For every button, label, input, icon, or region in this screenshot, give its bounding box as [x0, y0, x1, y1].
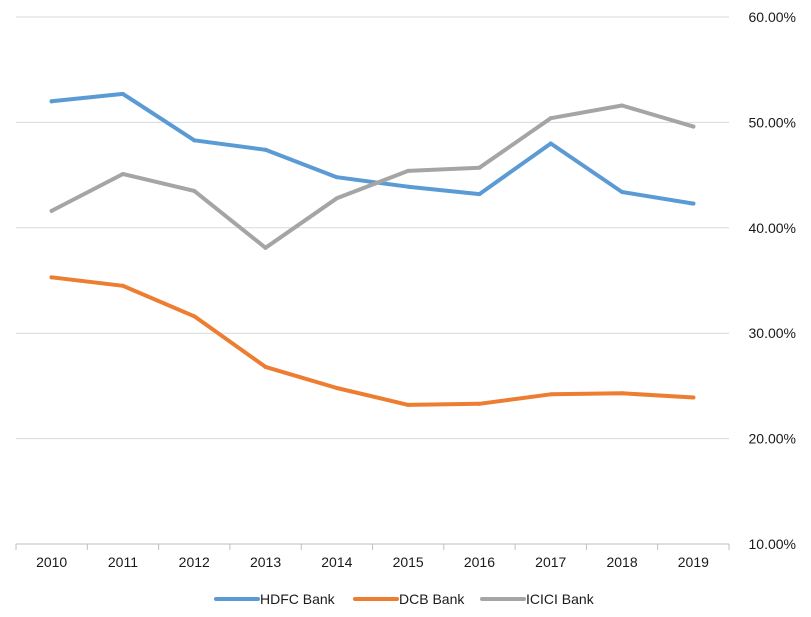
- data-point: [263, 147, 268, 152]
- data-point: [406, 402, 411, 407]
- x-tick-label: 2018: [606, 554, 637, 570]
- x-tick-label: 2016: [464, 554, 495, 570]
- data-point: [620, 189, 625, 194]
- data-point: [477, 192, 482, 197]
- x-tick-label: 2019: [678, 554, 709, 570]
- data-point: [477, 165, 482, 170]
- x-tick-label: 2010: [36, 554, 67, 570]
- series-line-icici-bank: [49, 103, 696, 250]
- data-point: [691, 395, 696, 400]
- data-point: [263, 245, 268, 250]
- data-point: [120, 283, 125, 288]
- x-tick-label: 2011: [108, 554, 138, 570]
- data-point: [49, 275, 54, 280]
- y-tick-label: 60.00%: [749, 9, 796, 25]
- x-axis: 2010 2011 2012 2013 2014 2015 2016 2017 2018 2019: [15, 543, 730, 570]
- data-point: [691, 201, 696, 206]
- x-tick-label: 2017: [535, 554, 566, 570]
- data-point: [192, 314, 197, 319]
- data-point: [548, 141, 553, 146]
- data-point: [120, 172, 125, 177]
- x-tick-label: 2013: [250, 554, 281, 570]
- legend-label: HDFC Bank: [260, 591, 336, 607]
- data-point: [334, 386, 339, 391]
- data-point: [691, 124, 696, 129]
- data-point: [406, 184, 411, 189]
- data-point: [120, 91, 125, 96]
- y-tick-label: 10.00%: [749, 536, 796, 552]
- legend: HDFC Bank DCB Bank ICICI Bank: [214, 591, 595, 607]
- series-line-dcb-bank: [49, 275, 696, 407]
- y-tick-label: 40.00%: [749, 220, 796, 236]
- gridlines: [16, 16, 729, 440]
- data-point: [49, 99, 54, 104]
- data-point: [548, 392, 553, 397]
- y-tick-label: 30.00%: [749, 325, 796, 341]
- x-tick-label: 2014: [321, 554, 352, 570]
- data-point: [406, 168, 411, 173]
- data-point: [192, 188, 197, 193]
- legend-label: DCB Bank: [399, 591, 465, 607]
- x-tick-label: 2012: [179, 554, 210, 570]
- series-lines: [49, 91, 696, 407]
- data-point: [548, 116, 553, 121]
- y-tick-label: 50.00%: [749, 114, 796, 130]
- series-line-hdfc-bank: [49, 91, 696, 206]
- data-point: [263, 364, 268, 369]
- data-point: [620, 391, 625, 396]
- data-point: [192, 138, 197, 143]
- y-tick-label: 20.00%: [749, 431, 796, 447]
- data-point: [334, 175, 339, 180]
- data-point: [620, 103, 625, 108]
- data-point: [477, 401, 482, 406]
- data-point: [49, 208, 54, 213]
- y-axis-tick-labels: 10.00% 20.00% 30.00% 40.00% 50.00% 60.00%: [749, 9, 796, 552]
- x-tick-label: 2015: [393, 554, 424, 570]
- legend-label: ICICI Bank: [526, 591, 595, 607]
- data-point: [334, 196, 339, 201]
